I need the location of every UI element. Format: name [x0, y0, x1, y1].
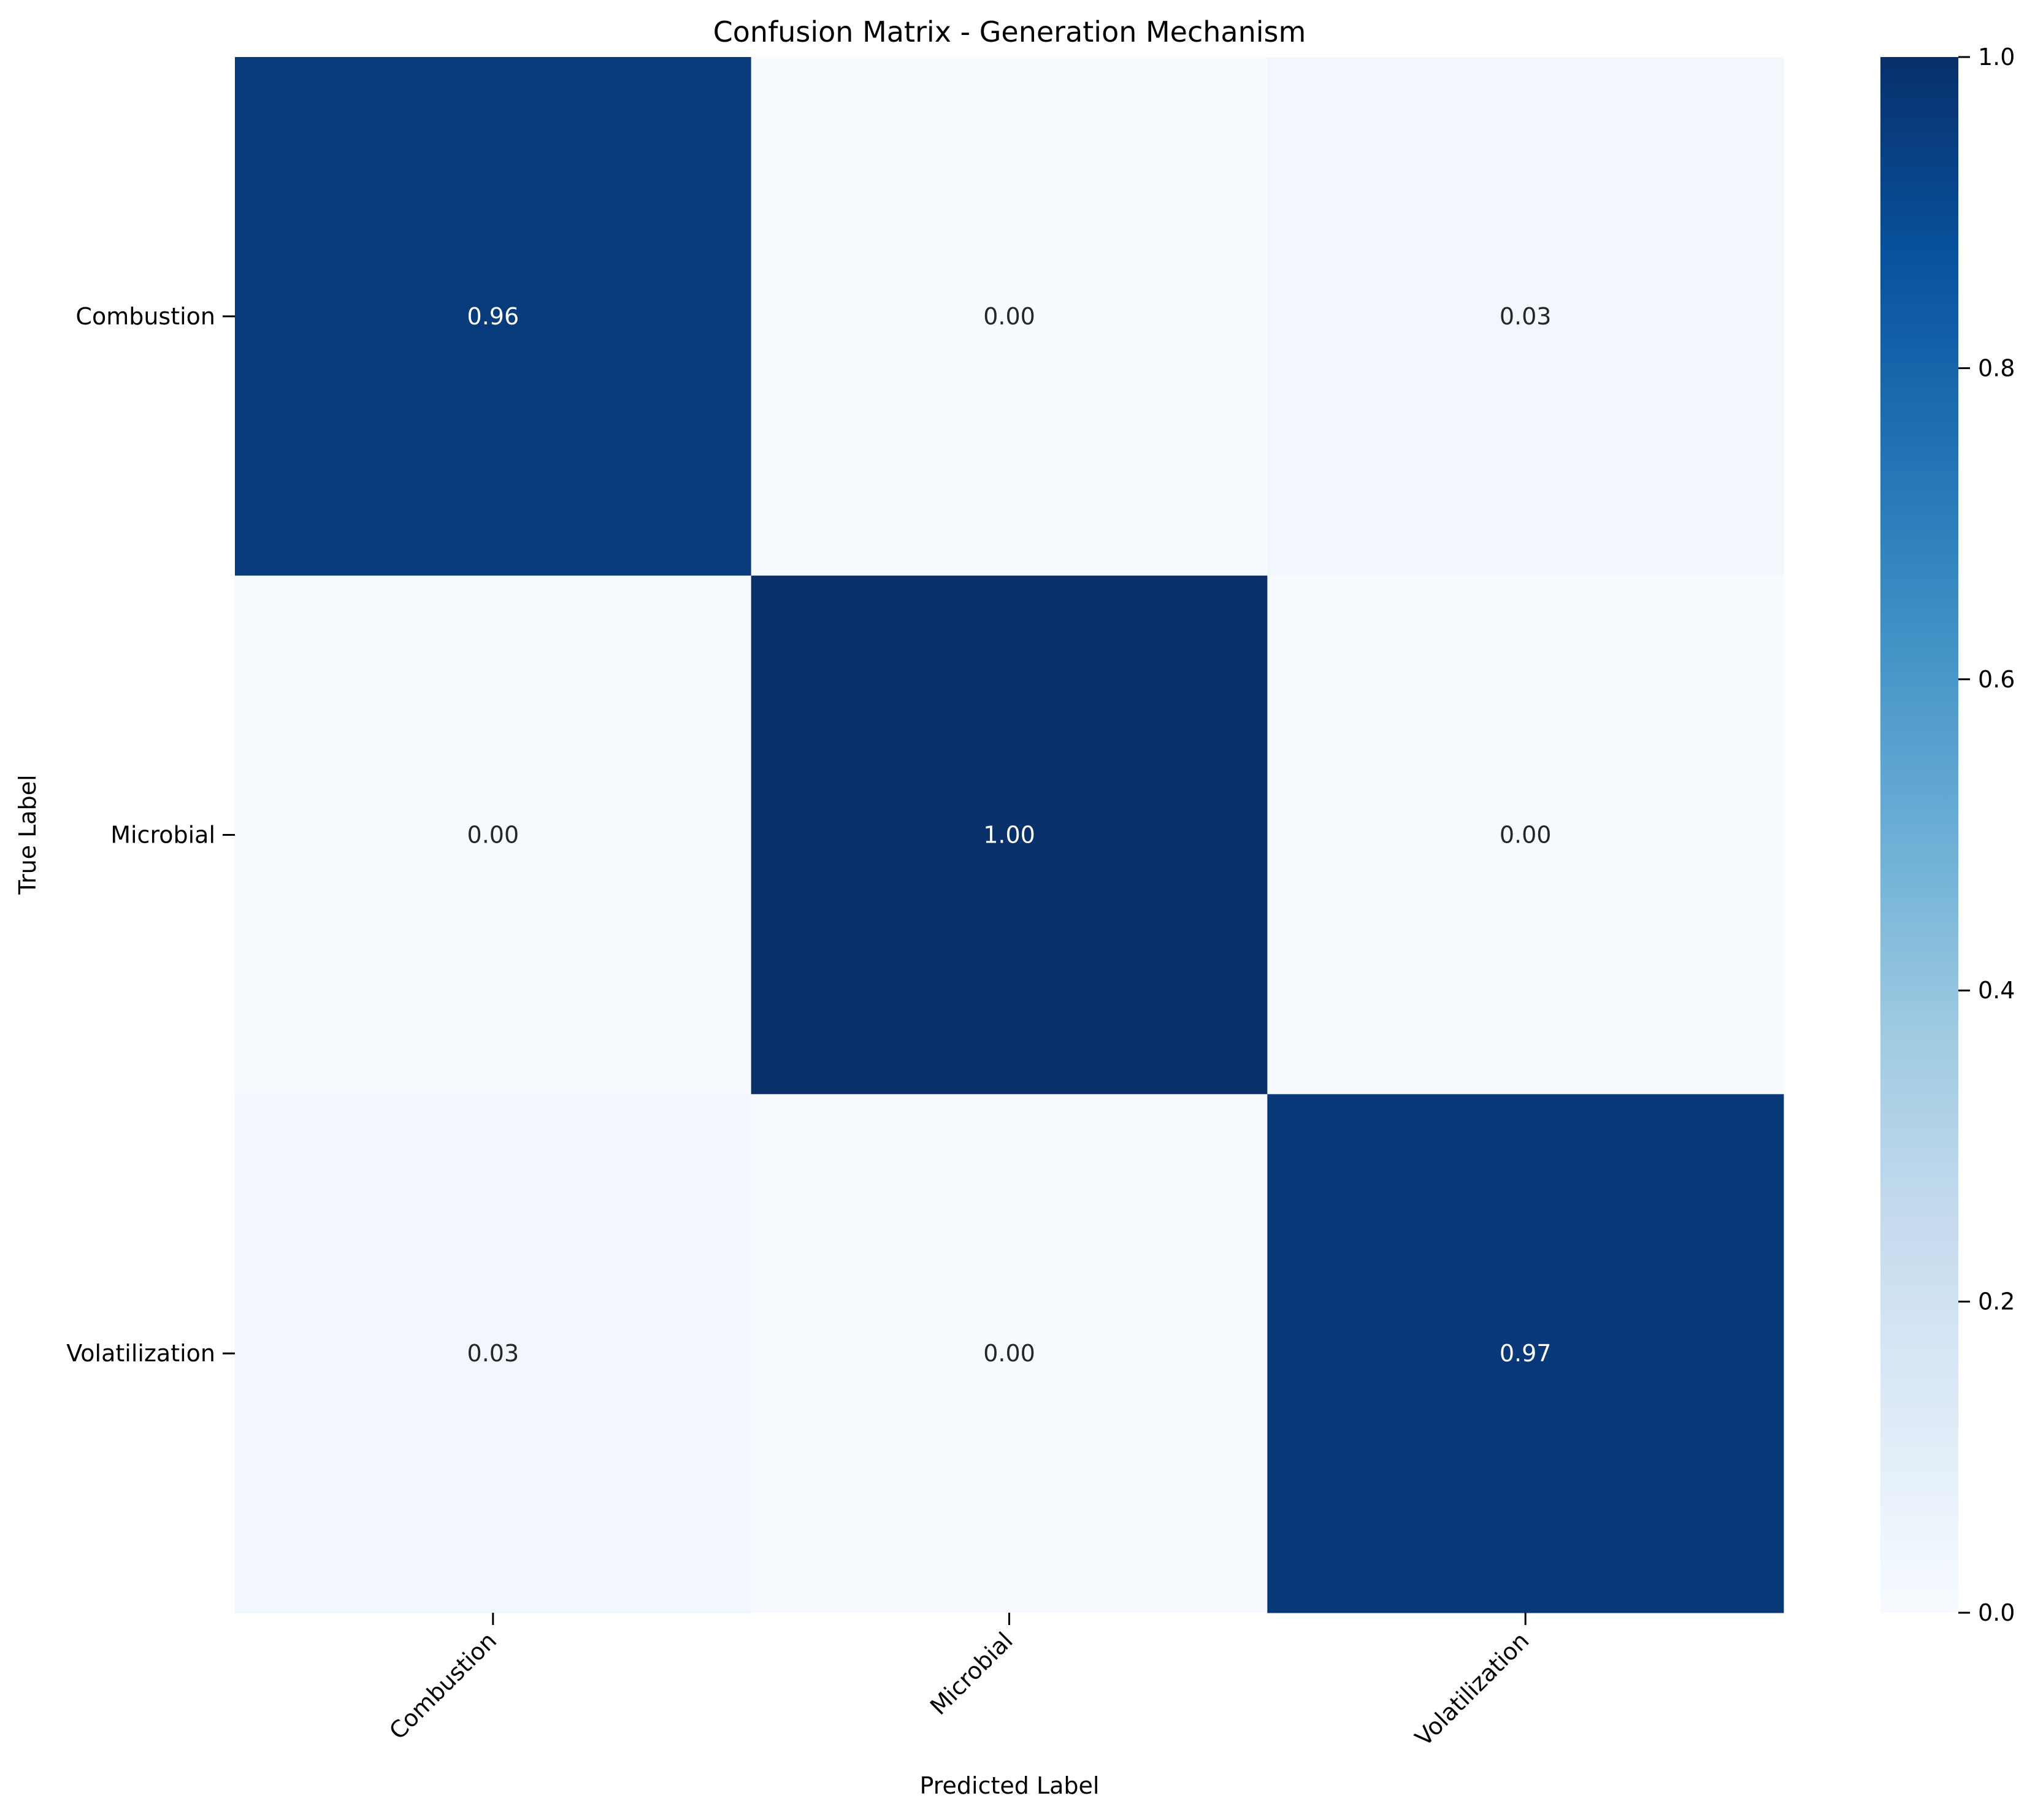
x-axis-label: Predicted Label — [920, 1772, 1100, 1799]
heatmap-cell — [751, 57, 1268, 576]
x-tick-label: Volatilization — [1410, 1627, 1535, 1751]
colorbar-tick-label: 1.0 — [1978, 44, 2015, 71]
cell-value-label: 0.00 — [983, 303, 1035, 330]
chart-title: Confusion Matrix - Generation Mechanism — [713, 15, 1306, 48]
heatmap-cell — [235, 575, 752, 1095]
colorbar-tick-label: 0.0 — [1978, 1599, 2015, 1626]
cell-value-label: 1.00 — [983, 822, 1035, 849]
heatmap-cell — [1267, 1094, 1784, 1613]
heatmap-cell — [1267, 575, 1784, 1095]
y-tick-label: Volatilization — [66, 1340, 215, 1367]
colorbar-tick-label: 0.6 — [1978, 666, 2015, 693]
y-tick-label: Microbial — [110, 822, 215, 849]
cell-value-label: 0.03 — [467, 1340, 519, 1367]
y-tick-label: Combustion — [75, 303, 215, 330]
colorbar-ticks: 0.0 0.2 0.4 0.6 0.8 1.0 — [1958, 44, 2015, 1626]
heatmap-cell — [235, 57, 752, 576]
heatmap-cell — [235, 1094, 752, 1613]
cell-value-label: 0.03 — [1500, 303, 1552, 330]
heatmap-cells: 0.96 0.00 0.03 0.00 1.00 0.00 0.03 0.00 0.97 — [235, 57, 1784, 1613]
cell-value-label: 0.96 — [467, 303, 519, 330]
colorbar-tick-label: 0.2 — [1978, 1288, 2015, 1315]
x-tick-label: Combustion — [384, 1627, 502, 1745]
colorbar — [1880, 57, 1958, 1613]
cell-value-label: 0.00 — [1500, 822, 1552, 849]
y-axis-label: True Label — [14, 774, 41, 895]
colorbar-tick-label: 0.4 — [1978, 977, 2015, 1004]
colorbar-tick-label: 0.8 — [1978, 354, 2015, 381]
y-axis-ticks: Combustion Microbial Volatilization — [66, 303, 235, 1367]
heatmap-cell — [751, 575, 1268, 1095]
cell-value-label: 0.97 — [1500, 1340, 1552, 1367]
heatmap-cell — [1267, 57, 1784, 576]
x-tick-label: Microbial — [925, 1627, 1018, 1720]
cell-value-label: 0.00 — [983, 1340, 1035, 1367]
heatmap-cell — [751, 1094, 1268, 1613]
cell-value-label: 0.00 — [467, 822, 519, 849]
x-axis-ticks: Combustion Microbial Volatilization — [384, 1613, 1535, 1751]
